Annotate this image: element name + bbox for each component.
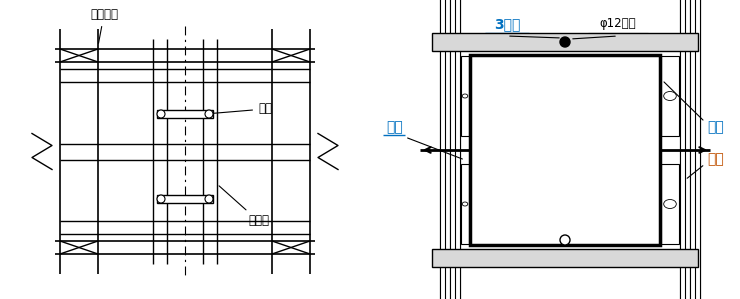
Bar <box>461 56 469 136</box>
Text: 模板: 模板 <box>707 120 724 134</box>
Bar <box>461 164 469 244</box>
Ellipse shape <box>462 94 468 98</box>
Text: φ12螺杆: φ12螺杆 <box>599 18 636 30</box>
Circle shape <box>560 235 570 245</box>
Bar <box>432 249 698 267</box>
Bar <box>470 55 660 245</box>
Text: 3型卡: 3型卡 <box>494 17 520 31</box>
Circle shape <box>157 195 165 203</box>
Text: 钢管: 钢管 <box>707 152 724 166</box>
Text: 满堂支架: 满堂支架 <box>90 8 118 43</box>
Ellipse shape <box>664 91 676 100</box>
Circle shape <box>560 37 570 47</box>
Bar <box>440 0 450 299</box>
Ellipse shape <box>462 202 468 206</box>
Text: 木枋: 木枋 <box>386 120 403 134</box>
Circle shape <box>205 195 213 203</box>
Bar <box>157 110 213 118</box>
Ellipse shape <box>664 199 676 208</box>
Bar <box>661 164 679 244</box>
Text: 柱模板: 柱模板 <box>219 186 269 228</box>
Bar <box>157 195 213 203</box>
Text: 柱箍: 柱箍 <box>208 103 272 115</box>
Circle shape <box>157 110 165 118</box>
Circle shape <box>205 110 213 118</box>
Bar <box>680 0 690 299</box>
Bar <box>690 0 700 299</box>
Bar <box>432 33 698 51</box>
Bar <box>450 0 460 299</box>
Bar <box>661 56 679 136</box>
